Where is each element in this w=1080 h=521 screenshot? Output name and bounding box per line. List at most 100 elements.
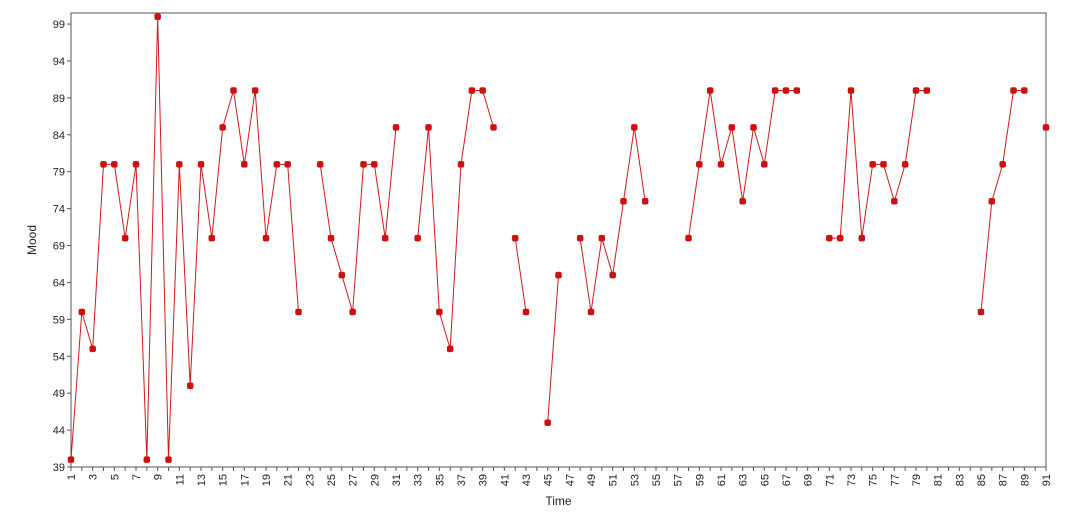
data-point: [457, 161, 465, 168]
x-tick-label: 1: [66, 474, 78, 480]
data-point: [522, 308, 530, 316]
data-point: [761, 161, 768, 168]
x-tick-label: 61: [716, 474, 728, 486]
series-line-segment: [319, 127, 397, 313]
data-point: [241, 161, 248, 168]
data-point: [121, 234, 129, 242]
x-tick-label: 45: [543, 474, 555, 486]
x-tick-label: 17: [239, 474, 251, 486]
x-tick-label: 39: [478, 474, 490, 486]
x-tick-label: 35: [434, 474, 446, 486]
data-point: [371, 161, 378, 168]
data-point: [750, 124, 757, 131]
data-point: [176, 161, 183, 168]
data-point: [251, 87, 259, 94]
data-point: [381, 234, 389, 242]
data-point: [858, 234, 866, 242]
y-tick-label: 94: [53, 56, 65, 68]
x-tick-label: 11: [174, 474, 186, 485]
x-tick-label: 53: [629, 474, 641, 486]
x-tick-label: 57: [673, 474, 685, 486]
x-axis-ticks: 1 3 5 7 9 11 13 15 17 19 21 23 25 27 29 31 33 35 37 39 41 43 4…: [66, 467, 1053, 486]
data-point: [490, 124, 497, 131]
data-point: [1010, 87, 1017, 94]
x-tick-label: 67: [781, 474, 793, 486]
x-tick-label: 81: [933, 474, 945, 486]
data-point: [197, 161, 205, 168]
y-tick-label: 54: [53, 351, 65, 363]
x-tick-label: 89: [1019, 474, 1031, 486]
data-point: [728, 124, 736, 131]
data-point: [771, 87, 779, 94]
y-tick-label: 69: [53, 241, 65, 253]
x-tick-label: 23: [304, 474, 316, 486]
data-point: [165, 456, 172, 463]
y-tick-label: 49: [53, 388, 65, 400]
y-tick-label: 64: [53, 277, 65, 289]
plot-area: [70, 12, 1047, 468]
x-tick-label: 5: [109, 474, 121, 480]
y-axis-label: Mood: [25, 225, 39, 255]
data-point: [544, 419, 551, 426]
x-tick-label: 63: [738, 474, 750, 486]
data-point: [1042, 124, 1050, 131]
data-point: [977, 308, 985, 316]
x-tick-label: 21: [283, 474, 295, 486]
data-point: [425, 124, 432, 131]
data-point: [555, 271, 562, 279]
x-tick-label: 41: [499, 474, 511, 486]
series-line-segment: [829, 90, 927, 239]
y-tick-label: 74: [53, 204, 65, 216]
data-point: [576, 234, 584, 242]
y-tick-label: 79: [53, 167, 65, 179]
data-point: [685, 234, 692, 242]
series-mood: [67, 13, 1050, 463]
data-point: [143, 456, 151, 463]
x-tick-label: 79: [911, 474, 923, 486]
x-tick-label: 29: [369, 474, 381, 486]
x-tick-label: 59: [694, 474, 706, 486]
data-point: [78, 308, 86, 316]
data-point: [436, 308, 443, 316]
series-line-segment: [514, 238, 527, 313]
x-tick-label: 15: [218, 474, 230, 486]
series-line-segment: [579, 127, 646, 313]
data-point: [111, 161, 118, 168]
x-tick-label: 75: [868, 474, 880, 486]
data-point: [847, 87, 855, 94]
x-tick-label: 47: [564, 474, 576, 486]
data-point: [349, 308, 356, 316]
data-point: [360, 161, 367, 168]
y-tick-label: 39: [53, 462, 65, 474]
data-point: [631, 124, 638, 131]
data-point: [230, 87, 237, 94]
data-point: [782, 87, 790, 94]
data-point: [923, 87, 931, 94]
data-point: [132, 161, 140, 168]
data-point: [901, 161, 909, 168]
data-point: [826, 234, 833, 242]
data-point: [392, 124, 400, 131]
data-point: [609, 271, 616, 279]
y-tick-label: 59: [53, 314, 65, 326]
x-tick-label: 77: [889, 474, 901, 486]
data-point: [587, 308, 595, 316]
y-tick-label: 44: [53, 425, 65, 437]
x-tick-label: 37: [456, 474, 468, 486]
data-point: [327, 234, 335, 242]
data-point: [262, 234, 270, 242]
x-tick-label: 13: [196, 474, 208, 486]
x-tick-label: 83: [954, 474, 966, 486]
x-tick-label: 85: [976, 474, 988, 486]
data-point: [706, 87, 714, 94]
x-tick-label: 27: [348, 474, 360, 486]
x-tick-label: 49: [586, 474, 598, 486]
series-line-segment: [547, 275, 559, 423]
y-axis-ticks: 39 44 49 54 59 64 69 74 79 84 89 94 99: [53, 19, 71, 474]
x-tick-label: 43: [521, 474, 533, 486]
x-tick-label: 9: [153, 474, 165, 480]
series-line-segment: [70, 16, 299, 460]
x-tick-label: 3: [88, 474, 100, 480]
series-line-segment: [688, 90, 797, 239]
